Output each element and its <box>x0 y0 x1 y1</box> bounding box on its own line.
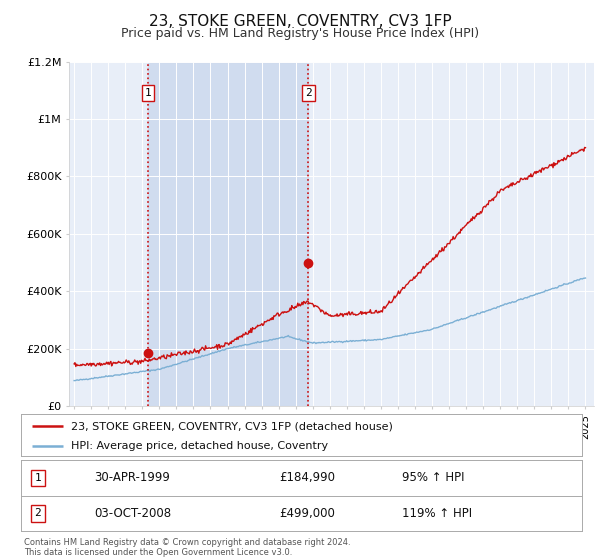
Text: HPI: Average price, detached house, Coventry: HPI: Average price, detached house, Cove… <box>71 441 329 451</box>
Text: 2: 2 <box>34 508 41 518</box>
Text: 23, STOKE GREEN, COVENTRY, CV3 1FP (detached house): 23, STOKE GREEN, COVENTRY, CV3 1FP (deta… <box>71 421 394 431</box>
Text: 1: 1 <box>145 88 151 98</box>
Text: £184,990: £184,990 <box>279 472 335 484</box>
Text: Contains HM Land Registry data © Crown copyright and database right 2024.: Contains HM Land Registry data © Crown c… <box>24 538 350 547</box>
Text: 30-APR-1999: 30-APR-1999 <box>94 472 170 484</box>
Text: 119% ↑ HPI: 119% ↑ HPI <box>403 507 473 520</box>
Bar <box>148 62 308 406</box>
Text: Price paid vs. HM Land Registry's House Price Index (HPI): Price paid vs. HM Land Registry's House … <box>121 27 479 40</box>
Text: This data is licensed under the Open Government Licence v3.0.: This data is licensed under the Open Gov… <box>24 548 292 557</box>
Text: £499,000: £499,000 <box>279 507 335 520</box>
Text: 95% ↑ HPI: 95% ↑ HPI <box>403 472 465 484</box>
Text: 2: 2 <box>305 88 312 98</box>
Text: 1: 1 <box>34 473 41 483</box>
Text: 23, STOKE GREEN, COVENTRY, CV3 1FP: 23, STOKE GREEN, COVENTRY, CV3 1FP <box>149 14 451 29</box>
Text: 03-OCT-2008: 03-OCT-2008 <box>94 507 171 520</box>
